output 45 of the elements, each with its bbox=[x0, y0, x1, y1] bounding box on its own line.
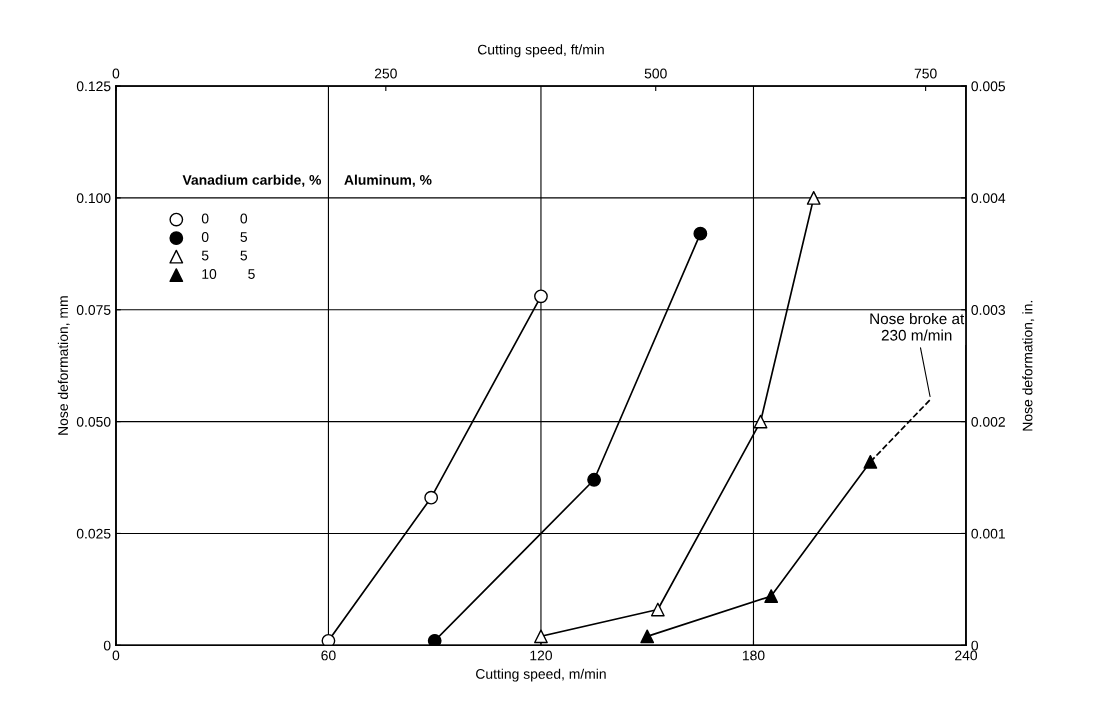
point bbox=[427, 633, 442, 646]
y2-axis-title: Nose deformation, in. bbox=[1022, 300, 1035, 431]
point bbox=[424, 490, 439, 505]
annotation: Vanadium carbide, % bbox=[182, 174, 322, 187]
y2-tick-label: 0.003 bbox=[971, 305, 1006, 315]
x2-tick-label: 750 bbox=[914, 68, 937, 79]
y-axis-title: Nose deformation, mm bbox=[57, 296, 70, 435]
point bbox=[764, 589, 779, 603]
y2-tick-label: 0.001 bbox=[971, 528, 1005, 539]
point bbox=[753, 414, 768, 429]
y-tick-label: 0.125 bbox=[76, 81, 111, 92]
point bbox=[650, 602, 665, 617]
point bbox=[534, 289, 548, 304]
x2-tick-label: 250 bbox=[374, 68, 397, 79]
y-tick-label: 0.075 bbox=[76, 305, 111, 315]
y-tick-label: 0.050 bbox=[76, 416, 111, 427]
x-tick-label: 60 bbox=[321, 650, 336, 661]
y2-tick-label: 0.004 bbox=[971, 193, 1006, 204]
legend-label: 10 5 bbox=[202, 269, 255, 279]
point bbox=[806, 190, 821, 205]
point bbox=[587, 472, 601, 487]
legend-label: 5 5 bbox=[201, 250, 248, 261]
x-tick-label: 240 bbox=[955, 650, 978, 661]
y-tick-label: 0.100 bbox=[76, 193, 111, 204]
x2-axis-title: Cutting speed, ft/min bbox=[477, 44, 604, 58]
annotation: Aluminum, % bbox=[344, 174, 432, 187]
y2-tick-label: 0 bbox=[971, 640, 979, 651]
legend-label: 0 0 bbox=[201, 213, 248, 224]
y2-tick-label: 0.002 bbox=[971, 416, 1005, 427]
y-tick-label: 0.025 bbox=[76, 528, 111, 539]
x-tick-label: 120 bbox=[530, 650, 552, 661]
x-tick-label: 0 bbox=[112, 650, 120, 661]
x-tick-label: 180 bbox=[742, 650, 765, 661]
x-axis-title: Cutting speed, m/min bbox=[476, 668, 606, 682]
x2-tick-label: 500 bbox=[644, 68, 667, 79]
annotation: Nose broke at 230 m/min bbox=[870, 312, 965, 341]
point bbox=[640, 629, 655, 644]
legend-label: 0 5 bbox=[201, 232, 248, 242]
point bbox=[693, 226, 708, 241]
point bbox=[534, 629, 548, 644]
y-tick-label: 0 bbox=[103, 640, 111, 651]
point bbox=[863, 454, 878, 469]
x2-tick-label: 0 bbox=[112, 68, 120, 79]
y2-tick-label: 0.005 bbox=[971, 81, 1006, 92]
point bbox=[321, 633, 336, 646]
